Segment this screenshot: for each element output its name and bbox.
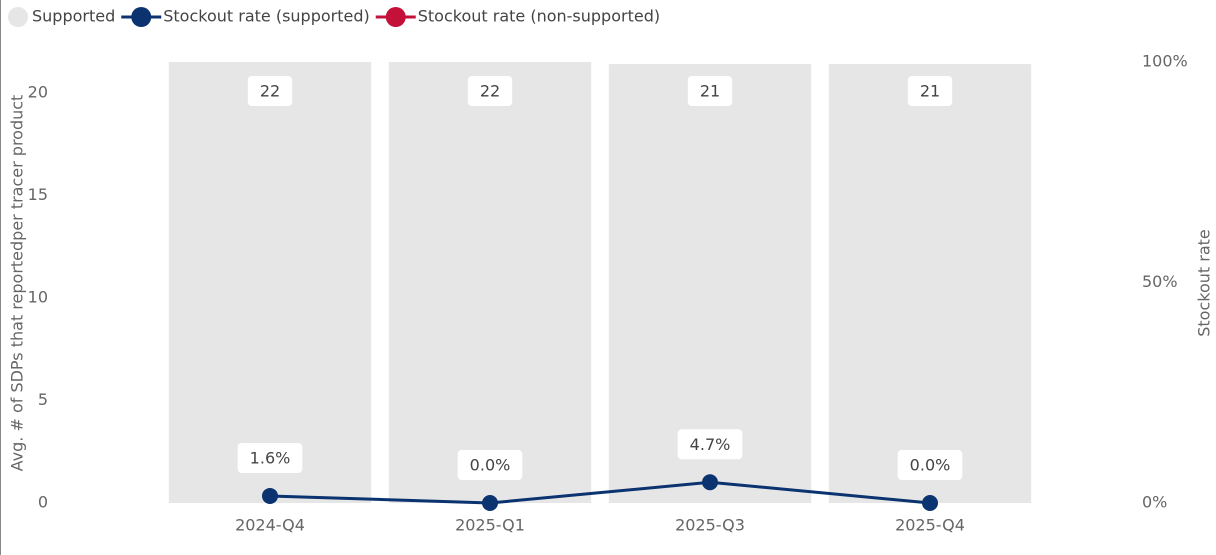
legend-label: Supported	[32, 7, 115, 26]
legend-label: Stockout rate (non-supported)	[418, 7, 660, 26]
bar-label-box	[907, 76, 953, 106]
legend-swatch	[385, 7, 406, 27]
bar	[388, 62, 592, 503]
legend-swatch	[8, 7, 28, 27]
legend-label: Stockout rate (supported)	[163, 7, 370, 26]
bar-label-box	[467, 76, 513, 106]
point-label-box	[237, 442, 303, 473]
bar	[168, 62, 372, 503]
bar-label: 22	[260, 82, 280, 101]
point	[702, 474, 718, 491]
y2-tick-label: 0%	[1142, 493, 1167, 512]
x-tick-label: 2025-Q3	[675, 516, 745, 535]
bar	[828, 64, 1032, 504]
legend: Supported Stockout rate (supported) Stocko…	[8, 7, 660, 27]
bar-label: 21	[920, 82, 940, 101]
x-tick-label: 2025-Q1	[455, 516, 525, 535]
point-label: 0.0%	[470, 456, 511, 475]
point-label: 0.0%	[910, 456, 951, 475]
bar-label: 22	[480, 82, 500, 101]
point	[482, 495, 498, 511]
x-tick-label: 2025-Q4	[895, 516, 965, 535]
y-tick-label: 15	[28, 185, 48, 204]
point	[262, 487, 278, 504]
point-label-box	[897, 450, 963, 480]
point-label-box	[677, 429, 743, 460]
y-tick-label: 0	[38, 493, 48, 512]
y2-axis-title: Stockout rate	[1195, 229, 1214, 337]
y-axis-title: Avg. # of SDPs that reportedper tracer p…	[8, 95, 27, 472]
y2-tick-label: 50%	[1142, 272, 1178, 291]
bar-label-box	[687, 76, 733, 106]
y2-tick-label: 100%	[1142, 52, 1188, 71]
bar-label: 21	[700, 82, 720, 101]
point-label: 1.6%	[250, 448, 291, 467]
bar-label-box	[247, 76, 293, 106]
y-tick-label: 10	[28, 287, 48, 306]
point-label-box	[457, 450, 523, 480]
point	[922, 495, 938, 511]
y-tick-label: 20	[28, 82, 48, 101]
point-label: 4.7%	[690, 435, 731, 454]
y-tick-label: 5	[38, 390, 48, 409]
legend-swatch	[131, 7, 152, 27]
x-tick-label: 2024-Q4	[235, 516, 305, 535]
line	[269, 480, 931, 505]
